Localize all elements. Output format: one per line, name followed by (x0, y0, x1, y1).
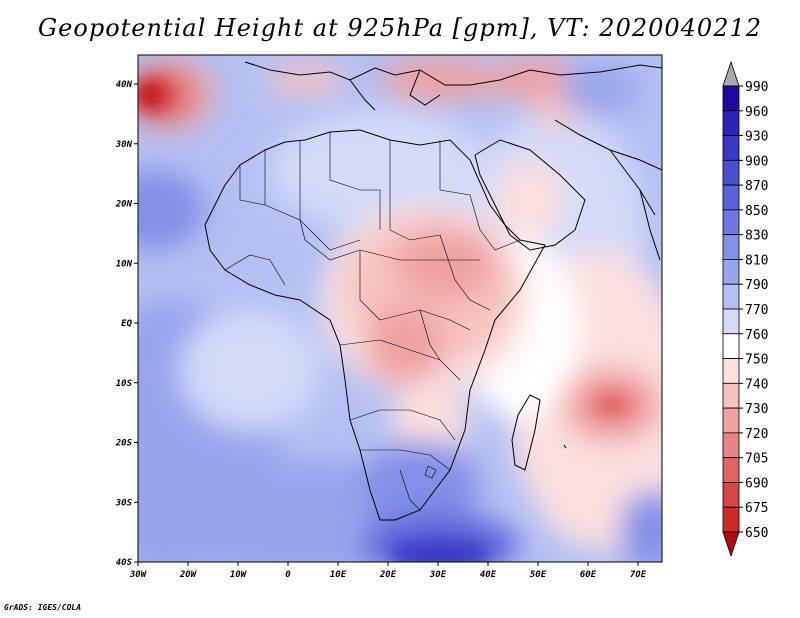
colorbar-label: 690 (745, 476, 768, 491)
colorbar-swatch (722, 159, 740, 186)
lat-label: 10N (116, 259, 133, 269)
lat-label: EQ (121, 319, 132, 329)
lat-label: 20N (115, 200, 133, 210)
plot-frame (137, 54, 663, 563)
colorbar-swatch (722, 457, 740, 483)
country-borders (224, 132, 521, 511)
lon-label: 60E (580, 570, 597, 580)
colorbar-swatch (722, 259, 740, 285)
lat-label: 40N (116, 80, 133, 90)
colorbar-label: 830 (745, 229, 768, 244)
colorbar-swatch (722, 333, 740, 359)
colorbar-swatch (722, 110, 740, 136)
colorbar-swatch (722, 135, 740, 161)
lon-label: 50E (530, 570, 547, 580)
colorbar-label: 770 (745, 303, 768, 318)
colorbar-label: 740 (745, 377, 768, 392)
colorbar-swatch (722, 432, 740, 459)
colorbar-swatch (722, 482, 740, 508)
colorbar-label: 810 (745, 253, 768, 268)
lat-label: 20S (115, 439, 133, 449)
lon-label: 40E (480, 570, 497, 580)
colorbar-swatch (722, 358, 740, 384)
lon-label: 70E (630, 570, 647, 580)
grads-credit: GrADS: IGES/COLA (4, 603, 82, 612)
colorbar-label: 730 (745, 402, 768, 417)
colorbar-label: 760 (745, 328, 768, 343)
lon-label: 0 (285, 570, 291, 580)
lon-label: 10E (330, 570, 347, 580)
colorbar-swatch (722, 85, 740, 112)
colorbar-label: 850 (745, 204, 768, 219)
colorbar: 990 960 930 900 870 850 830 810 790 770 760 750 740 7… (722, 60, 768, 558)
lon-label: 30W (129, 570, 148, 580)
colorbar-label: 790 (745, 278, 768, 293)
colorbar-swatch (722, 184, 740, 211)
lon-label: 20E (379, 570, 397, 580)
colorbar-label: 990 (745, 80, 768, 95)
colorbar-swatch (722, 209, 740, 236)
colorbar-label: 870 (745, 179, 768, 194)
colorbar-over-triangle (722, 60, 740, 87)
lat-label: 30S (115, 498, 133, 508)
colorbar-label: 900 (745, 154, 768, 169)
colorbar-label: 930 (745, 130, 768, 145)
lat-label: 40S (116, 558, 133, 568)
lat-label: 10S (116, 379, 133, 389)
colorbar-label: 675 (745, 501, 768, 516)
map-title: Geopotential Height at 925hPa [gpm], VT:… (38, 14, 762, 42)
colorbar-swatch (722, 506, 740, 533)
geopotential-field (138, 55, 662, 562)
colorbar-label: 705 (745, 452, 768, 467)
colorbar-label: 720 (745, 427, 768, 442)
map-axes: 30W 20W 10W 0 10E 20E 30E 40E 50E 60E 70E 40N 30N 20N… (115, 80, 647, 580)
colorbar-swatch (722, 283, 740, 310)
colorbar-label: 650 (745, 526, 768, 541)
colorbar-swatch (722, 234, 740, 260)
lon-label: 10W (230, 570, 248, 580)
colorbar-swatch (722, 407, 740, 434)
colorbar-under-triangle (722, 531, 740, 558)
lat-label: 30N (115, 140, 133, 150)
colorbar-swatch (722, 308, 740, 335)
lon-label: 20W (179, 570, 198, 580)
colorbar-label: 750 (745, 353, 768, 368)
coastlines (204, 61, 662, 521)
lon-label: 30E (429, 570, 447, 580)
colorbar-swatch (722, 382, 740, 409)
colorbar-label: 960 (745, 105, 768, 120)
